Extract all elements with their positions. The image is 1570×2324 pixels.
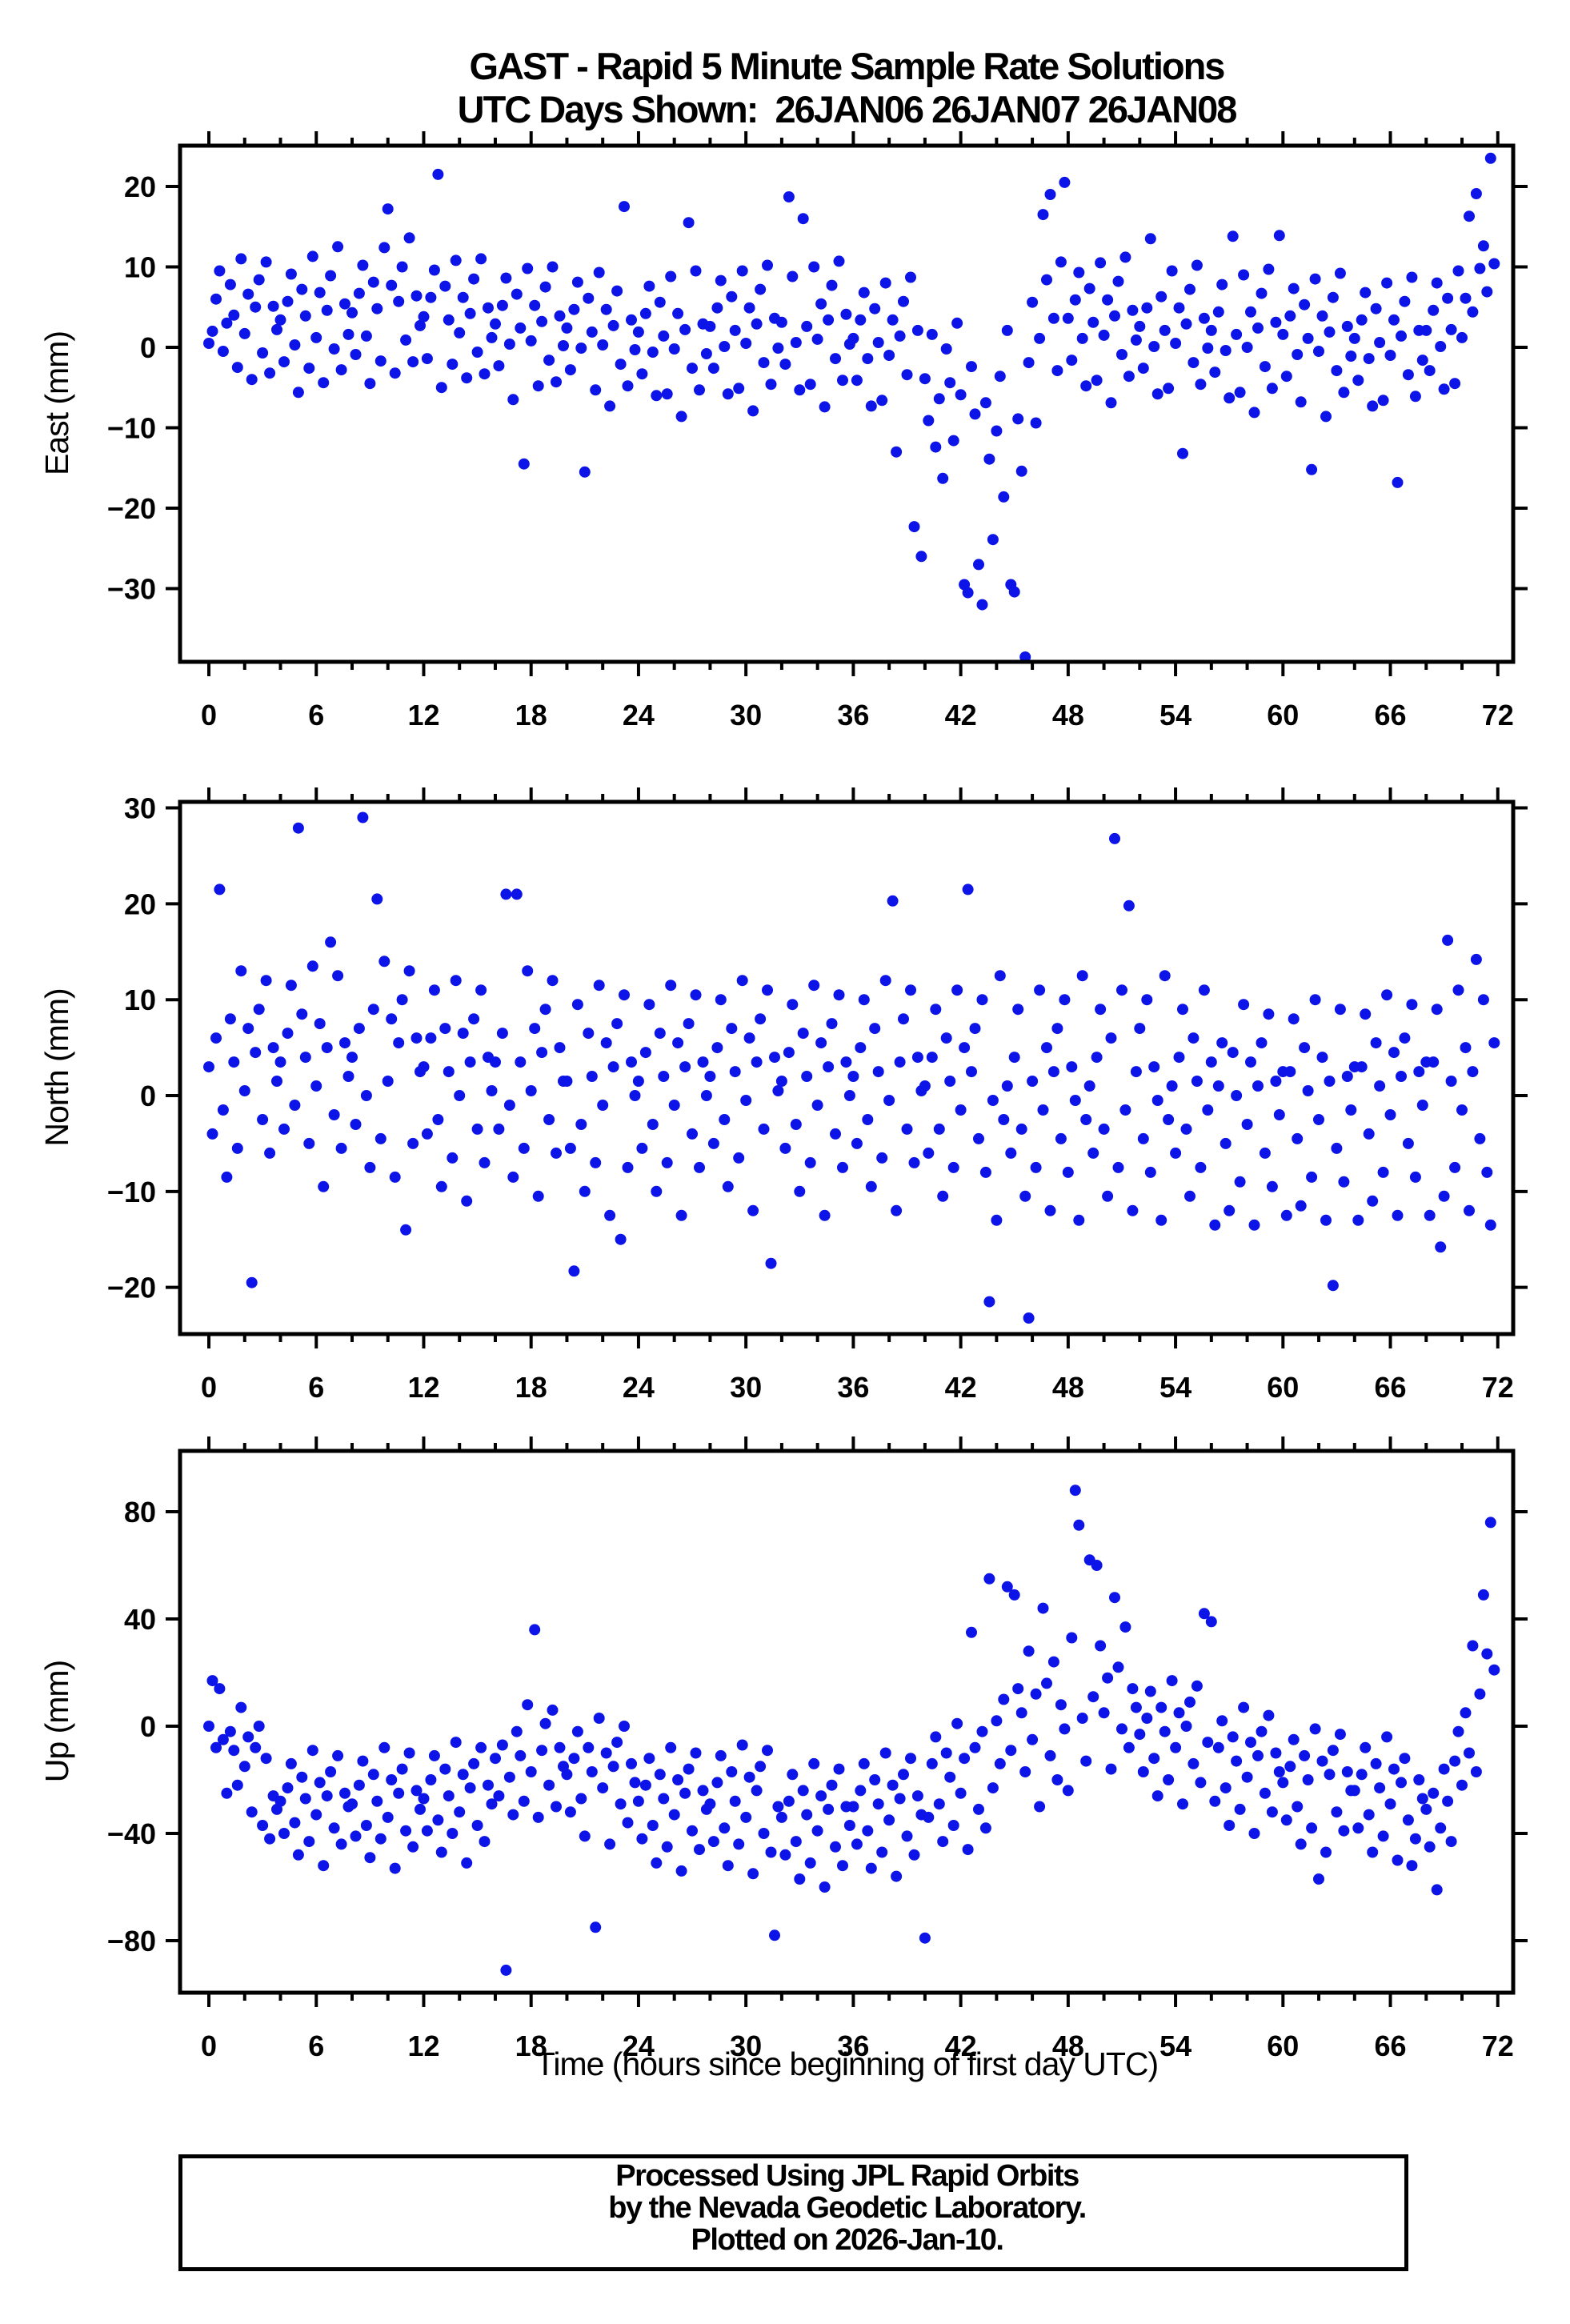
east-xtick-label: 72 [1482, 699, 1514, 731]
north-xtick-label: 36 [837, 1371, 869, 1404]
footer-line2: by the Nevada Geodetic Laboratory. [608, 2191, 1087, 2225]
east-xtick-label: 66 [1375, 699, 1407, 731]
east-ytick-label: −30 [107, 573, 156, 606]
up-xtick-label: 24 [623, 2029, 655, 2062]
footer-box: Processed Using JPL Rapid Orbits by the … [178, 2154, 1408, 2271]
east-plot: 0 6 12 18 24 30 36 42 48 54 60 66 72 20 10 0 −10 −20 −30 [107, 131, 1528, 731]
up-xtick-label: 48 [1052, 2029, 1084, 2062]
north-xtick-label: 0 [201, 1371, 217, 1404]
north-xtick-label: 66 [1375, 1371, 1407, 1404]
up-xtick-label: 66 [1375, 2029, 1407, 2062]
up-xtick-label: 54 [1159, 2029, 1192, 2062]
east-xtick-label: 54 [1159, 699, 1192, 731]
up-ytick-label: −80 [107, 1925, 156, 1957]
east-xtick-label: 36 [837, 699, 869, 731]
east-xtick-label: 60 [1267, 699, 1299, 731]
north-xtick-label: 30 [730, 1371, 762, 1404]
east-xtick-label: 18 [515, 699, 547, 731]
east-ytick-label: −20 [107, 492, 156, 525]
up-xtick-label: 42 [945, 2029, 977, 2062]
east-xtick-label: 42 [945, 699, 977, 731]
x-axis-title: Time (hours since beginning of first day… [535, 2046, 1159, 2082]
east-ytick-label: −10 [107, 412, 156, 445]
north-xtick-label: 48 [1052, 1371, 1084, 1404]
up-xtick-label: 12 [407, 2029, 439, 2062]
north-xtick-label: 24 [623, 1371, 655, 1404]
up-xtick-label: 6 [308, 2029, 324, 2062]
up-ytick-label: 0 [140, 1710, 156, 1743]
east-xtick-label: 0 [201, 699, 217, 731]
footer-line1: Processed Using JPL Rapid Orbits [615, 2159, 1079, 2193]
footer-text: Processed Using JPL Rapid Orbits by the … [236, 2160, 1458, 2256]
up-xtick-label: 0 [201, 2029, 217, 2062]
east-points [203, 152, 1500, 663]
up-xtick-label: 30 [730, 2029, 762, 2062]
up-ytick-label: 40 [124, 1603, 156, 1636]
up-xtick-label: 18 [515, 2029, 547, 2062]
figure-title-line2: UTC Days Shown: 26JAN06 26JAN07 26JAN08 [457, 88, 1238, 130]
footer-line3: Plotted on 2026-Jan-10. [691, 2223, 1004, 2257]
up-ytick-label: 80 [124, 1496, 156, 1529]
north-plot: 0 6 12 18 24 30 36 42 48 54 60 66 72 30 20 10 0 −10 −20 [107, 787, 1528, 1404]
up-xtick-label: 60 [1267, 2029, 1299, 2062]
up-xtick-label: 72 [1482, 2029, 1514, 2062]
up-plot: 0 6 12 18 24 30 36 42 48 54 60 66 72 80 40 0 −40 −80 [107, 1436, 1528, 2062]
east-xtick-label: 12 [407, 699, 439, 731]
north-ytick-label: 0 [140, 1080, 156, 1112]
north-xtick-label: 72 [1482, 1371, 1514, 1404]
figure-title-line1: GAST - Rapid 5 Minute Sample Rate Soluti… [469, 45, 1226, 87]
east-ytick-label: 20 [124, 170, 156, 203]
east-xtick-label: 48 [1052, 699, 1084, 731]
up-ytick-label: −40 [107, 1817, 156, 1850]
north-xtick-label: 6 [308, 1371, 324, 1404]
up-xtick-label: 36 [837, 2029, 869, 2062]
up-points [203, 1485, 1500, 1976]
north-ytick-label: 10 [124, 984, 156, 1016]
north-xtick-label: 42 [945, 1371, 977, 1404]
north-ytick-label: −10 [107, 1176, 156, 1208]
north-xtick-label: 12 [407, 1371, 439, 1404]
north-ytick-label: 30 [124, 792, 156, 825]
north-ytick-label: −20 [107, 1272, 156, 1304]
east-xtick-label: 30 [730, 699, 762, 731]
north-xtick-label: 60 [1267, 1371, 1299, 1404]
east-ytick-label: 10 [124, 250, 156, 283]
north-points [203, 811, 1500, 1324]
north-ytick-label: 20 [124, 888, 156, 920]
east-ytick-label: 0 [140, 331, 156, 364]
east-xtick-label: 24 [623, 699, 655, 731]
east-xtick-label: 6 [308, 699, 324, 731]
north-xtick-label: 54 [1159, 1371, 1192, 1404]
north-xtick-label: 18 [515, 1371, 547, 1404]
